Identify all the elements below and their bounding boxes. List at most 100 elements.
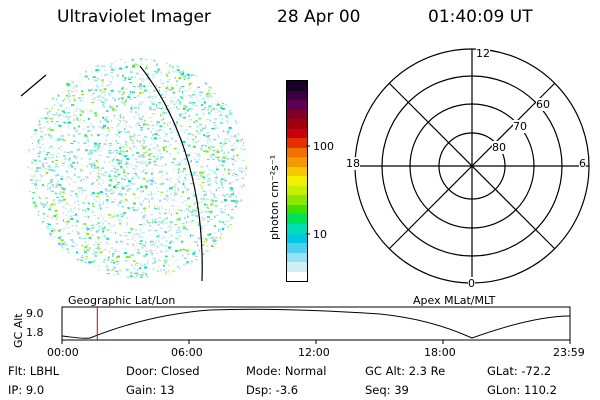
uv-pixel [142, 156, 146, 158]
uv-pixel [156, 187, 158, 189]
uv-pixel [138, 77, 142, 80]
uv-pixel [201, 109, 205, 110]
uv-pixel [44, 167, 47, 169]
uv-pixel [148, 82, 150, 84]
uv-pixel [160, 223, 162, 225]
uv-pixel [121, 193, 123, 195]
uv-pixel [124, 193, 127, 195]
uv-pixel [55, 223, 58, 225]
uv-pixel [84, 246, 88, 249]
uv-pixel [63, 219, 64, 222]
mlt-label-12: 12 [476, 47, 490, 60]
uv-pixel [119, 146, 122, 149]
uv-pixel [182, 95, 186, 97]
uv-pixel [114, 169, 117, 171]
uv-pixel [27, 166, 29, 169]
time-label: 01:40:09 UT [428, 7, 533, 27]
uv-pixel [39, 150, 42, 153]
uv-pixel [106, 117, 108, 119]
uv-pixel [96, 70, 98, 72]
uv-pixel [98, 177, 101, 179]
uv-pixel [178, 257, 180, 260]
uv-pixel [74, 158, 78, 160]
uv-pixel [111, 91, 114, 93]
uv-pixel [105, 135, 107, 138]
uv-pixel [224, 205, 226, 207]
uv-pixel [57, 94, 60, 97]
uv-pixel [231, 144, 233, 147]
uv-pixel [170, 213, 172, 216]
uv-pixel [166, 217, 168, 220]
uv-pixel [122, 78, 125, 80]
uv-pixel [135, 72, 139, 75]
uv-pixel [124, 131, 128, 134]
uv-pixel [203, 253, 205, 255]
uv-pixel [54, 140, 56, 142]
uv-pixel [89, 172, 91, 175]
meta-seq: Seq: 39 [365, 383, 409, 397]
uv-pixel [84, 237, 88, 239]
uv-pixel [162, 219, 164, 222]
meta-glat: GLat: -72.2 [487, 364, 552, 378]
uv-pixel [84, 135, 86, 138]
uv-pixel [123, 179, 126, 180]
uv-pixel [219, 142, 222, 145]
uv-pixel [77, 200, 79, 202]
uv-pixel [221, 165, 225, 167]
uv-pixel [55, 160, 59, 161]
uv-pixel [162, 85, 164, 87]
uv-pixel [156, 245, 158, 246]
uv-pixel [182, 191, 185, 193]
uv-pixel [103, 175, 106, 177]
uv-pixel [137, 268, 138, 271]
uv-pixel [76, 151, 78, 152]
uv-pixel [182, 228, 186, 229]
uv-pixel [231, 148, 235, 151]
uv-pixel [140, 263, 142, 266]
uv-pixel [148, 158, 152, 160]
uv-pixel [46, 201, 48, 204]
uv-pixel [216, 182, 218, 184]
uv-pixel [94, 251, 98, 253]
uv-pixel [169, 240, 173, 243]
uv-pixel [220, 181, 223, 184]
uv-pixel [186, 261, 190, 264]
uv-pixel [162, 174, 164, 176]
uv-pixel [121, 93, 124, 95]
uv-pixel [63, 211, 64, 213]
uv-pixel [198, 94, 202, 97]
uv-pixel [112, 77, 114, 79]
uv-pixel [66, 170, 68, 173]
uv-pixel [104, 171, 107, 174]
uv-pixel [148, 91, 152, 93]
uv-pixel [192, 94, 196, 96]
uv-pixel [207, 233, 211, 236]
uv-pixel [163, 259, 167, 261]
uv-pixel [207, 208, 209, 210]
uv-pixel [61, 212, 64, 215]
uv-pixel [140, 274, 144, 277]
uv-pixel [160, 170, 164, 173]
uv-pixel [68, 252, 70, 254]
uv-pixel [201, 230, 203, 232]
uv-pixel [109, 179, 113, 182]
uv-pixel [161, 207, 163, 209]
uv-pixel [70, 161, 72, 162]
uv-pixel [124, 247, 126, 250]
uv-pixel [129, 82, 133, 83]
uv-pixel [120, 165, 123, 168]
uv-pixel [215, 239, 218, 242]
uv-pixel [186, 214, 188, 216]
uv-pixel [206, 165, 209, 168]
uv-pixel [98, 264, 100, 267]
uv-pixel [191, 220, 194, 222]
uv-pixel [63, 198, 67, 201]
uv-pixel [110, 193, 114, 195]
uv-pixel [74, 109, 78, 112]
uv-pixel [141, 101, 143, 104]
uv-pixel [126, 222, 128, 224]
uv-pixel [136, 122, 140, 125]
uv-pixel [166, 73, 168, 76]
uv-pixel [116, 105, 119, 108]
uv-pixel [138, 155, 142, 158]
